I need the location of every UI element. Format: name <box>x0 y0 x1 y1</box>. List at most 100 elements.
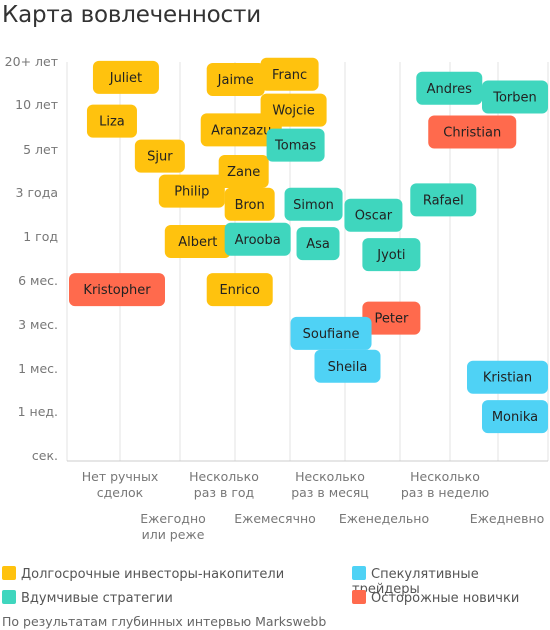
y-tick-label: 3 мес. <box>18 317 58 332</box>
data-point-label: Albert <box>178 235 217 250</box>
data-point-label: Wojcie <box>272 104 314 119</box>
data-point-label: Aranzazu <box>211 123 271 138</box>
data-point-liza: Liza <box>86 104 137 138</box>
x-tick-label-top: Нет ручных сделок <box>82 469 159 500</box>
x-tick-label-bottom: Ежемесячно <box>234 511 316 526</box>
x-tick-label-top: Несколько раз в месяц <box>291 469 369 500</box>
data-point-franc: Franc <box>260 57 319 91</box>
legend-label: Вдумчивые стратегии <box>21 591 173 606</box>
data-point-label: Peter <box>374 312 408 327</box>
data-point-box <box>260 93 327 127</box>
data-point-box <box>482 400 548 434</box>
data-point-oscar: Oscar <box>344 198 403 232</box>
data-point-peter: Peter <box>362 301 421 335</box>
data-point-soufiane: Soufiane <box>290 316 372 350</box>
legend-label: Долгосрочные инвесторы-накопители <box>21 567 285 582</box>
data-point-box <box>416 71 483 105</box>
data-point-wojcie: Wojcie <box>260 93 327 127</box>
legend-swatch <box>352 566 366 580</box>
x-tick-label-top: Несколько раз в год <box>189 469 259 500</box>
y-axis-ticks: 20+ лет 10 лет 5 лет 3 года 1 год 6 мес. 3 мес… <box>5 54 58 463</box>
data-point-box <box>482 80 548 114</box>
data-point-box <box>290 316 372 350</box>
source-note: По результатам глубинных интервью Marksw… <box>2 614 327 629</box>
data-point-box <box>362 301 421 335</box>
data-point-box <box>284 187 343 221</box>
data-point-box <box>86 104 137 138</box>
data-point-jaime: Jaime <box>206 63 265 97</box>
data-point-tomas: Tomas <box>266 128 325 162</box>
data-point-kristopher: Kristopher <box>69 273 165 307</box>
y-tick-label: 1 мес. <box>18 361 58 376</box>
data-point-box <box>467 360 548 394</box>
data-point-box <box>92 60 159 94</box>
data-point-label: Zane <box>227 165 260 180</box>
legend-swatch <box>352 590 366 604</box>
data-point-box <box>224 187 275 221</box>
data-point-kristian: Kristian <box>467 360 548 394</box>
data-point-label: Soufiane <box>303 327 360 342</box>
data-point-label: Juliet <box>109 71 142 86</box>
y-tick-label: 1 год <box>23 229 58 244</box>
data-point-enrico: Enrico <box>206 273 273 307</box>
data-point-sheila: Sheila <box>314 349 381 383</box>
y-tick-label: 3 года <box>16 185 58 200</box>
data-point-monika: Monika <box>482 400 548 434</box>
data-point-box <box>296 227 340 261</box>
x-axis-ticks: Нет ручных сделок Несколько раз в год Нескол… <box>82 469 545 542</box>
data-point-box <box>260 57 319 91</box>
data-point-jyoti: Jyoti <box>362 238 421 272</box>
chart-title: Карта вовлеченности <box>2 2 261 28</box>
data-point-bron: Bron <box>224 187 275 221</box>
data-point-label: Asa <box>306 237 330 252</box>
data-point-label: Jyoti <box>376 248 405 263</box>
data-point-asa: Asa <box>296 227 340 261</box>
data-point-box <box>410 183 477 217</box>
data-point-label: Enrico <box>219 283 260 298</box>
y-tick-label: сек. <box>32 448 58 463</box>
y-tick-label: 6 мес. <box>18 273 58 288</box>
data-point-label: Kristopher <box>83 283 151 298</box>
data-point-torben: Torben <box>482 80 548 114</box>
data-point-box <box>134 139 185 173</box>
y-tick-label: 20+ лет <box>5 54 58 69</box>
x-tick-label-top: Несколько раз в неделю <box>401 469 489 500</box>
data-point-box <box>206 273 273 307</box>
data-point-sjur: Sjur <box>134 139 185 173</box>
data-point-box <box>69 273 165 307</box>
x-tick-label-bottom: Еженедельно <box>339 511 429 526</box>
data-point-box <box>314 349 381 383</box>
data-point-label: Torben <box>492 91 537 106</box>
data-point-label: Simon <box>293 198 334 213</box>
data-point-label: Rafael <box>423 193 464 208</box>
legend-item-cautious: Осторожные новички <box>352 590 519 606</box>
data-point-albert: Albert <box>164 224 231 258</box>
x-tick-label-bottom: Ежедневно <box>470 511 545 526</box>
data-point-box <box>218 154 269 188</box>
data-point-box <box>206 63 265 97</box>
data-point-philip: Philip <box>158 174 225 208</box>
data-point-box <box>428 115 517 149</box>
legend-swatch <box>2 590 16 604</box>
data-point-box <box>158 174 225 208</box>
data-point-rafael: Rafael <box>410 183 477 217</box>
data-point-box <box>266 128 325 162</box>
data-point-label: Arooba <box>235 233 281 248</box>
legend-label: Осторожные новички <box>371 591 520 606</box>
data-point-box <box>344 198 403 232</box>
legend-label: Спекулятивные трейдеры <box>352 567 479 597</box>
data-point-andres: Andres <box>416 71 483 105</box>
data-point-christian: Christian <box>428 115 517 149</box>
y-tick-label: 5 лет <box>23 142 58 157</box>
data-point-label: Tomas <box>274 139 316 154</box>
data-point-simon: Simon <box>284 187 343 221</box>
data-point-label: Philip <box>174 185 209 200</box>
data-point-label: Jaime <box>217 73 254 88</box>
data-point-label: Sheila <box>328 360 368 375</box>
data-point-label: Liza <box>99 115 125 130</box>
data-point-zane: Zane <box>218 154 269 188</box>
data-point-box <box>362 238 421 272</box>
y-tick-label: 1 нед. <box>18 404 58 419</box>
